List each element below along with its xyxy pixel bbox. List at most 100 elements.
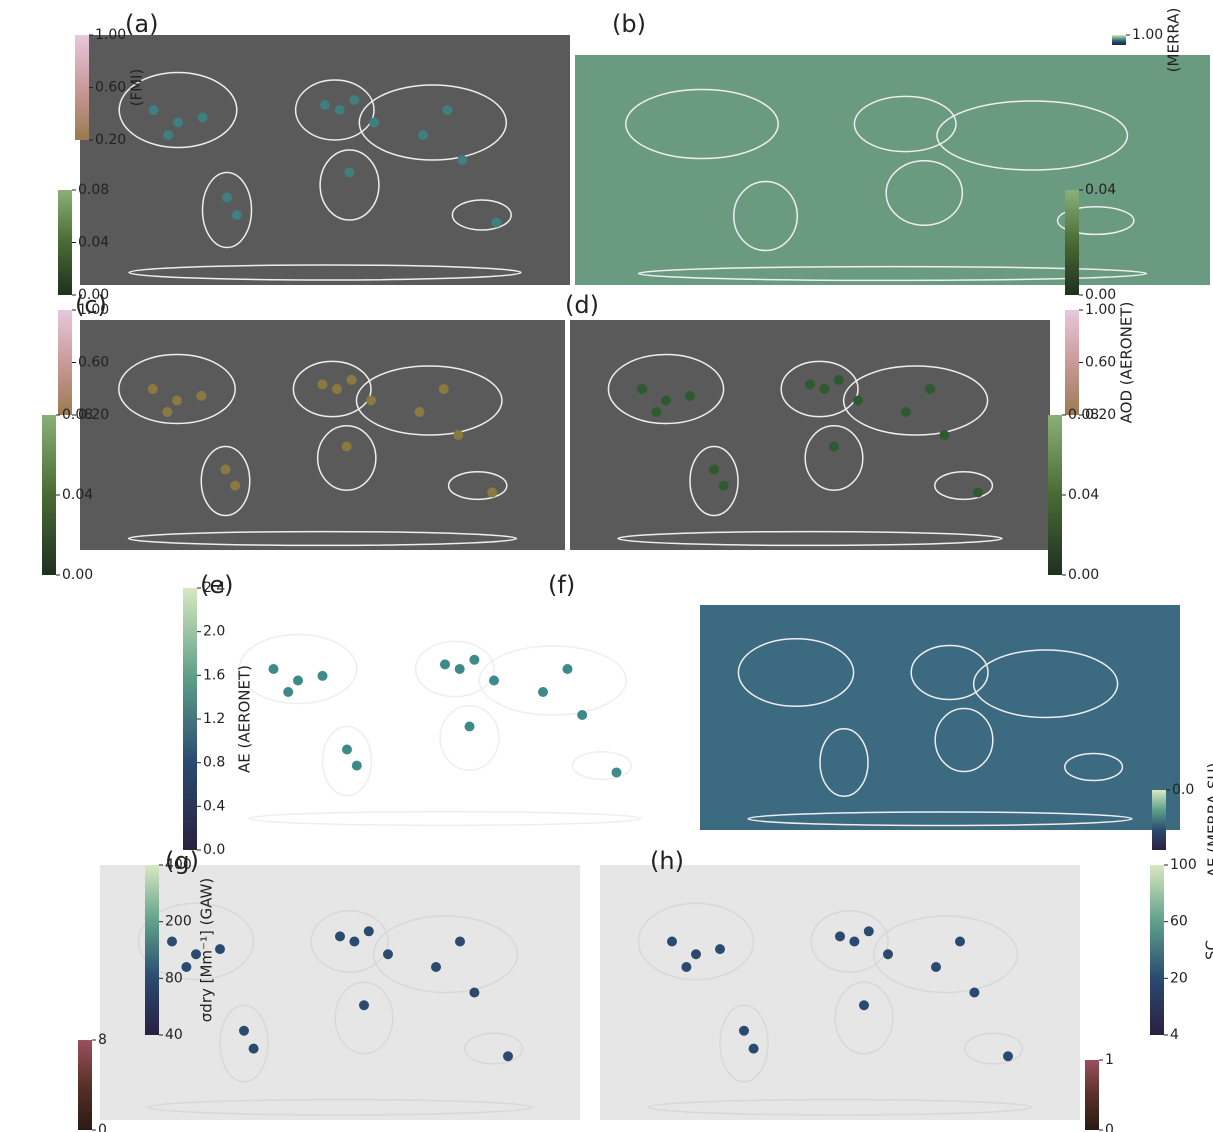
station-dot	[335, 931, 345, 941]
map-background	[600, 865, 1080, 1120]
station-dot	[577, 710, 587, 720]
station-dot	[418, 130, 428, 140]
colorbar-tick-label: 100	[1170, 857, 1197, 873]
station-dot	[181, 962, 191, 972]
station-dot	[366, 396, 376, 406]
colorbar-tick-label: 1.00	[78, 302, 109, 318]
colorbar-tick-label: 1.2	[203, 711, 225, 727]
colorbar-tick-label: 0.04	[1085, 182, 1116, 198]
station-dot	[269, 664, 279, 674]
station-dot	[715, 944, 725, 954]
station-dot	[440, 659, 450, 669]
colorbar	[183, 588, 197, 850]
station-dot	[163, 130, 173, 140]
colorbar	[1065, 190, 1079, 295]
station-dot	[230, 481, 240, 491]
station-dot	[719, 481, 729, 491]
map-background	[80, 320, 565, 550]
colorbar-tick-label: 0.00	[62, 567, 93, 583]
colorbar-tick-label: 0.08	[62, 407, 93, 423]
station-dot	[563, 664, 573, 674]
colorbar-tick-label: 0.0	[203, 842, 225, 858]
colorbar-tick-label: 2.0	[203, 624, 225, 640]
colorbar	[58, 190, 72, 295]
colorbar	[42, 415, 56, 575]
colorbar-tick-label: 20	[1170, 970, 1188, 986]
station-dot	[709, 465, 719, 475]
station-dot	[283, 687, 293, 697]
colorbar-tick-label: 8	[98, 1032, 107, 1048]
colorbar	[75, 35, 89, 140]
station-dot	[332, 384, 342, 394]
station-dot	[352, 761, 362, 771]
station-dot	[198, 113, 208, 123]
station-dot	[443, 105, 453, 115]
station-dot	[487, 488, 497, 498]
colorbar-label: AE (AERONET)	[236, 665, 254, 773]
station-dot	[661, 396, 671, 406]
station-dot	[453, 430, 463, 440]
station-dot	[849, 937, 859, 947]
station-dot	[173, 118, 183, 128]
station-dot	[834, 375, 844, 385]
colorbar-tick-label: 60	[1170, 914, 1188, 930]
map-background	[100, 865, 580, 1120]
station-dot	[973, 488, 983, 498]
colorbar-tick-label: 200	[165, 914, 192, 930]
station-dot	[349, 937, 359, 947]
panel-label: (b)	[612, 10, 646, 38]
colorbar-tick-label: 1.00	[1132, 27, 1163, 43]
station-dot	[637, 384, 647, 394]
colorbar-tick-label: 0.20	[95, 132, 126, 148]
map-background	[200, 600, 690, 830]
station-dot	[969, 988, 979, 998]
colorbar-tick-label: 0	[1105, 1122, 1114, 1132]
station-dot	[939, 430, 949, 440]
colorbar-tick-label: 0.60	[78, 355, 109, 371]
station-dot	[455, 664, 465, 674]
map-background	[80, 35, 570, 285]
colorbar-label: σdry [Mm⁻¹] (GAW)	[198, 878, 216, 1022]
station-dot	[196, 391, 206, 401]
station-dot	[685, 391, 695, 401]
station-dot	[359, 1000, 369, 1010]
map-background	[575, 55, 1210, 285]
colorbar-tick-label: 0.0	[1172, 782, 1194, 798]
panel-label: (h)	[650, 847, 684, 875]
station-dot	[465, 722, 475, 732]
panel-label: (f)	[548, 571, 575, 599]
station-dot	[172, 396, 182, 406]
station-dot	[691, 949, 701, 959]
station-dot	[215, 944, 225, 954]
station-dot	[1003, 1051, 1013, 1061]
colorbar-tick-label: 1.00	[95, 27, 126, 43]
colorbar-tick-label: 0.8	[203, 755, 225, 771]
colorbar-tick-label: 4	[1170, 1027, 1179, 1043]
station-dot	[369, 118, 379, 128]
colorbar	[1065, 310, 1079, 415]
colorbar-tick-label: 400	[165, 857, 192, 873]
colorbar-tick-label: 2.4	[203, 580, 225, 596]
station-dot	[859, 1000, 869, 1010]
colorbar-tick-label: 0.08	[78, 182, 109, 198]
colorbar-tick-label: 1.6	[203, 667, 225, 683]
station-dot	[681, 962, 691, 972]
station-dot	[431, 962, 441, 972]
colorbar-tick-label: 0.04	[78, 235, 109, 251]
colorbar	[1152, 790, 1166, 850]
station-dot	[415, 407, 425, 417]
colorbar	[78, 1040, 92, 1130]
station-dot	[492, 218, 502, 228]
station-dot	[455, 937, 465, 947]
station-dot	[955, 937, 965, 947]
station-dot	[489, 676, 499, 686]
colorbar-tick-label: 0.00	[1068, 567, 1099, 583]
station-dot	[293, 676, 303, 686]
colorbar-tick-label: 0.04	[62, 487, 93, 503]
panel-label: (a)	[125, 10, 158, 38]
station-dot	[342, 442, 352, 452]
station-dot	[667, 937, 677, 947]
station-dot	[162, 407, 172, 417]
station-dot	[739, 1026, 749, 1036]
station-dot	[383, 949, 393, 959]
